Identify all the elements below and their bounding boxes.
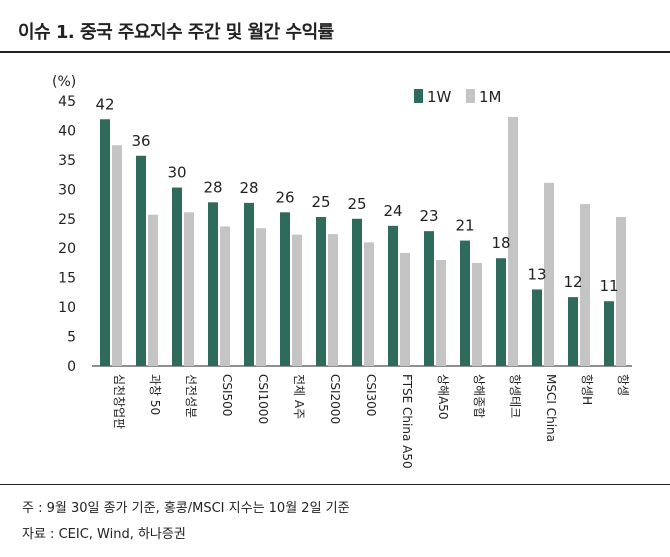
bar-1w-5 (244, 202, 254, 366)
bar-1w-11 (460, 240, 470, 366)
bar-1m-8 (364, 242, 374, 366)
bar-1w-9 (388, 225, 398, 366)
bar-1w-8 (352, 218, 362, 366)
data-label-1w: 28 (239, 179, 258, 197)
y-tick-label: 10 (58, 300, 76, 316)
data-label-1w: 30 (167, 164, 186, 182)
category-label: 항셍테크 (508, 374, 522, 418)
bar-1m-15 (616, 217, 626, 366)
data-label-1w: 26 (275, 188, 294, 206)
data-label-1w: 36 (131, 132, 150, 150)
data-label-1w: 25 (311, 193, 330, 211)
y-tick-label: 25 (58, 212, 76, 228)
bar-1w-10 (424, 231, 434, 366)
bar-1w-14 (568, 297, 578, 366)
bar-1w-13 (532, 289, 542, 366)
category-label: 상해종합 (472, 374, 486, 418)
category-label: 항셍 (616, 374, 630, 396)
legend-swatch-1w (414, 89, 423, 103)
chart-note: 주 : 9월 30일 종가 기준, 홍콩/MSCI 지수는 10월 2일 기준 (22, 501, 350, 516)
category-label: 항셍H (580, 374, 594, 405)
y-tick-label: 45 (58, 94, 76, 110)
data-label-1w: 28 (203, 178, 222, 196)
data-label-1w: 23 (419, 207, 438, 225)
bar-1m-1 (112, 145, 122, 366)
bar-1w-6 (280, 212, 290, 366)
category-label: 심천창업판 (112, 374, 127, 429)
category-label: CSI2000 (328, 374, 342, 424)
bar-1m-4 (220, 226, 230, 366)
category-label: 선전성분 (184, 374, 198, 418)
bar-1m-6 (292, 234, 302, 366)
category-label: 과창 50 (148, 374, 162, 415)
legend-label-1m: 1M (479, 88, 502, 106)
bar-1w-12 (496, 258, 506, 366)
bar-1m-11 (472, 262, 482, 366)
category-label: CSI1000 (256, 374, 270, 424)
data-label-1w: 42 (95, 95, 114, 113)
bar-1w-4 (208, 202, 218, 366)
data-label-1w: 24 (383, 202, 402, 220)
chart-title: 이슈 1. 중국 주요지수 주간 및 월간 수익률 (18, 22, 334, 43)
bar-1w-1 (100, 119, 110, 366)
y-unit-label: (%) (52, 74, 76, 90)
data-label-1w: 11 (599, 277, 618, 295)
bar-1m-10 (436, 260, 446, 366)
data-label-1w: 25 (347, 195, 366, 213)
bar-1w-2 (136, 155, 146, 366)
y-tick-label: 0 (67, 359, 76, 375)
bar-1m-5 (256, 228, 266, 366)
bar-1m-9 (400, 252, 410, 366)
y-tick-label: 40 (58, 123, 76, 139)
category-label: MSCI China (544, 374, 558, 442)
y-tick-label: 5 (67, 330, 76, 346)
bar-1m-14 (580, 204, 590, 366)
bar-1m-3 (184, 212, 194, 366)
y-tick-label: 15 (58, 271, 76, 287)
bar-1m-13 (544, 182, 554, 366)
data-label-1w: 13 (527, 265, 546, 283)
title-divider (0, 51, 670, 53)
bar-1w-3 (172, 187, 182, 366)
bar-chart: (%) 0 5 10 15 20 25 30 35 40 45 42 심천창업판 36 과창 50 30 선전성… (52, 74, 632, 469)
bar-1w-15 (604, 301, 614, 366)
category-label: CSI500 (220, 374, 234, 416)
y-tick-label: 35 (58, 153, 76, 169)
category-label: FTSE China A50 (400, 374, 414, 469)
bar-1m-12 (508, 116, 518, 367)
chart-source: 자료 : CEIC, Wind, 하나증권 (22, 527, 186, 542)
bar-1m-2 (148, 214, 158, 366)
data-label-1w: 12 (563, 273, 582, 291)
category-label: 전체 A주 (292, 374, 306, 419)
category-label: CSI300 (364, 374, 378, 416)
data-label-1w: 21 (455, 217, 474, 235)
data-label-1w: 18 (491, 234, 510, 252)
bar-1w-7 (316, 217, 326, 366)
legend-swatch-1m (466, 89, 475, 103)
y-tick-label: 20 (58, 241, 76, 257)
category-label: 상해A50 (436, 374, 450, 420)
legend-label-1w: 1W (427, 88, 452, 106)
footer-divider (0, 484, 670, 485)
bar-1m-7 (328, 234, 338, 366)
y-tick-label: 30 (58, 182, 76, 198)
